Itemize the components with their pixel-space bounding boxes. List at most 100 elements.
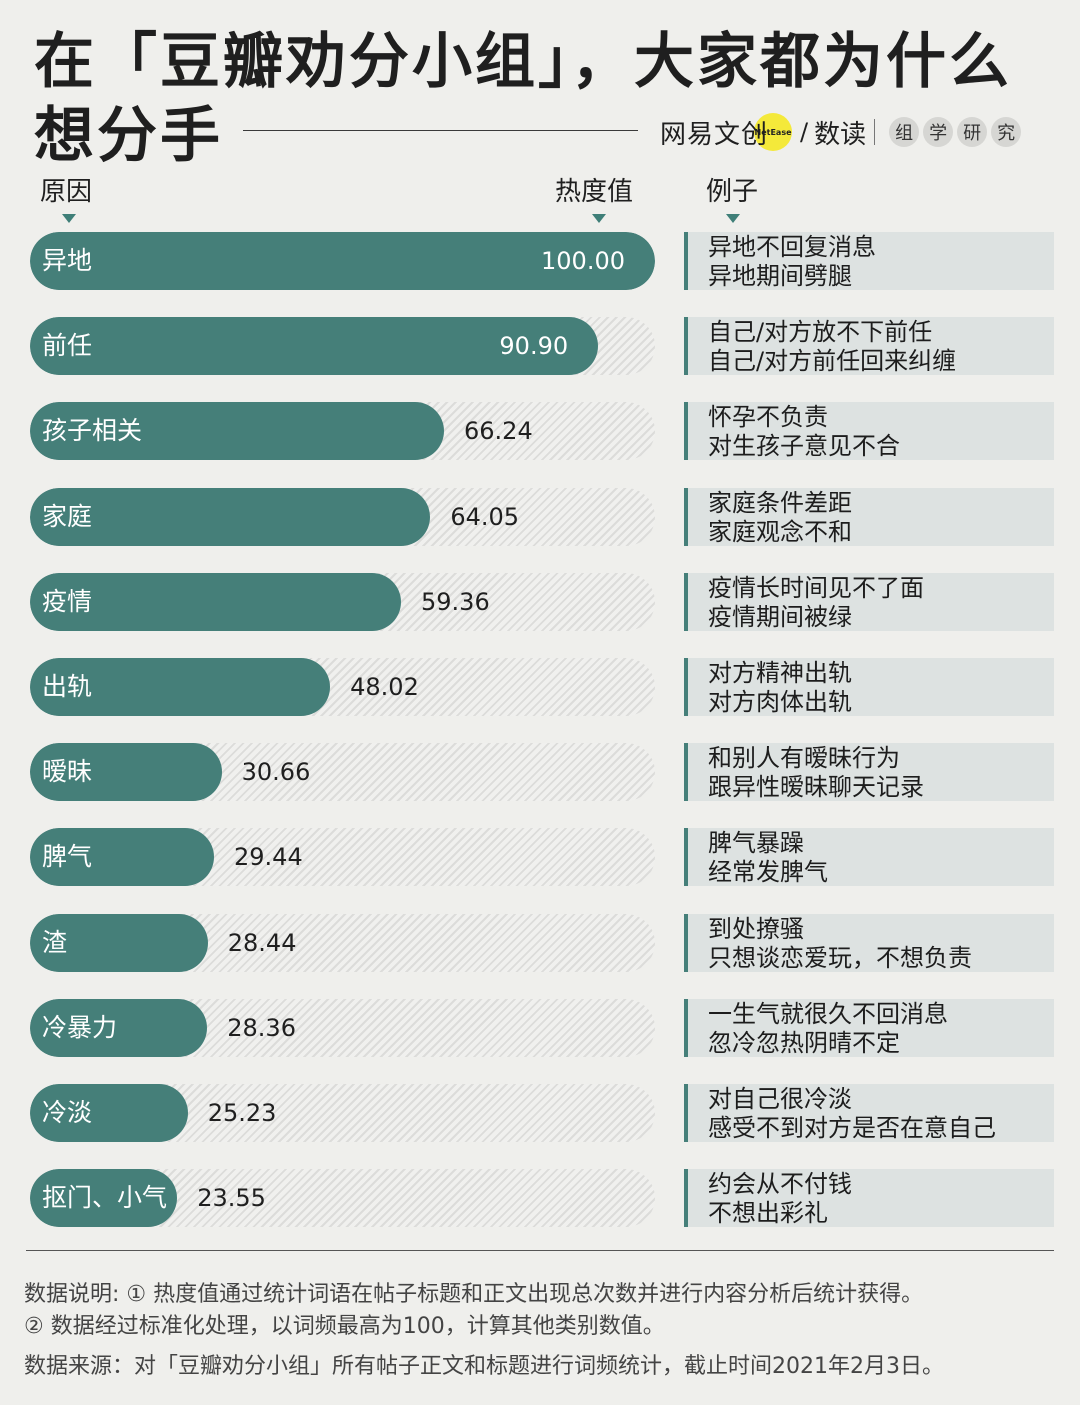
example-line: 忽冷忽热阴晴不定 (708, 1028, 900, 1057)
brand-logo: 网易文创 NetEase / 数读 组 学 研 究 (660, 112, 1022, 152)
example-line: 疫情长时间见不了面 (708, 573, 924, 602)
chart-row: 渣 28.44 到处撩骚 只想谈恋爱玩，不想负责 (0, 913, 1080, 972)
example-box: 疫情长时间见不了面 疫情期间被绿 (684, 572, 1054, 631)
example-box: 怀孕不负责 对生孩子意见不合 (684, 402, 1054, 461)
lab-char-1: 组 (889, 117, 920, 147)
bar-value-label: 64.05 (450, 502, 520, 531)
bar-track (30, 1084, 655, 1142)
bar (30, 1084, 188, 1142)
bar (30, 1169, 178, 1228)
example-line: 对生孩子意见不合 (708, 432, 900, 461)
bar (30, 402, 444, 461)
example-line: 感受不到对方是否在意自己 (708, 1114, 996, 1142)
example-box: 脾气暴躁 经常发脾气 (684, 828, 1054, 887)
example-line: 异地不回复消息 (708, 233, 876, 261)
brand-separator (874, 119, 876, 145)
header-heat: 热度值 (555, 177, 634, 207)
chart-row: 出轨 48.02 对方精神出轨 对方肉体出轨 (0, 658, 1080, 716)
bar (30, 743, 222, 802)
example-line: 不想出彩礼 (708, 1199, 828, 1228)
bar-category-label: 抠门、小气 (42, 1183, 168, 1213)
example-line: 跟异性暧昧聊天记录 (708, 773, 924, 802)
example-line: 自己/对方放不下前任 (708, 318, 933, 347)
header-reason-marker-icon (62, 214, 76, 223)
bar-value-label: 59.36 (421, 587, 490, 616)
bar-category-label: 异地 (42, 246, 93, 275)
example-box: 约会从不付钱 不想出彩礼 (684, 1169, 1054, 1228)
lab-char-4: 究 (991, 117, 1022, 147)
bar-category-label: 家庭 (42, 501, 93, 531)
bar-category-label: 冷淡 (42, 1098, 93, 1127)
bar (30, 317, 599, 376)
example-box: 对自己很冷淡 感受不到对方是否在意自己 (684, 1084, 1054, 1142)
bar-value-label: 28.44 (227, 928, 297, 957)
data-note-1: 数据说明: ① 热度值通过统计词语在帖子标题和正文出现总次数并进行内容分析后统计… (24, 1282, 924, 1307)
chart-row: 抠门、小气 23.55 约会从不付钱 不想出彩礼 (0, 1169, 1080, 1228)
example-line: 对方肉体出轨 (708, 688, 852, 716)
page-title-line-1: 在「豆瓣劝分小组」，大家都为什么 (34, 27, 1012, 97)
title-divider (243, 130, 638, 131)
bar-track (30, 402, 655, 461)
bar-track (30, 658, 655, 716)
chart-row: 孩子相关 66.24 怀孕不负责 对生孩子意见不合 (0, 402, 1080, 461)
example-line: 怀孕不负责 (708, 403, 828, 432)
example-box: 异地不回复消息 异地期间劈腿 (684, 232, 1054, 290)
example-line: 疫情期间被绿 (708, 602, 852, 631)
bar-category-label: 渣 (42, 927, 68, 957)
example-line: 脾气暴躁 (708, 829, 804, 858)
bar-track (30, 572, 655, 631)
chart-row: 家庭 64.05 家庭条件差距 家庭观念不和 (0, 487, 1080, 546)
bar (30, 828, 214, 887)
bar-category-label: 脾气 (42, 842, 93, 872)
bar-value-label: 66.24 (464, 417, 533, 446)
bar-track (30, 1169, 655, 1228)
example-line: 对自己很冷淡 (708, 1085, 852, 1113)
example-box: 一生气就很久不回消息 忽冷忽热阴晴不定 (684, 998, 1054, 1057)
bar-track (30, 998, 655, 1057)
bar-value-label: 23.55 (197, 1184, 266, 1213)
page-title-line-2: 想分手 (34, 101, 223, 171)
bar-value-label: 28.36 (227, 1013, 296, 1042)
bar (30, 913, 208, 972)
example-line: 一生气就很久不回消息 (708, 999, 948, 1028)
example-line: 约会从不付钱 (708, 1170, 852, 1199)
example-line: 家庭观念不和 (708, 517, 852, 546)
example-line: 对方精神出轨 (708, 659, 852, 687)
netease-badge-icon: NetEase (754, 113, 793, 151)
chart-row: 疫情 59.36 疫情长时间见不了面 疫情期间被绿 (0, 572, 1080, 631)
header-example: 例子 (706, 177, 759, 207)
example-line: 到处撩骚 (708, 914, 804, 943)
brand-name-2: 数读 (814, 119, 867, 150)
header-reason: 原因 (40, 177, 93, 207)
example-line: 和别人有暧昧行为 (708, 744, 900, 773)
example-line: 家庭条件差距 (708, 488, 852, 517)
example-line: 异地期间劈腿 (708, 262, 852, 290)
chart-row: 冷淡 25.23 对自己很冷淡 感受不到对方是否在意自己 (0, 1084, 1080, 1142)
chart-row: 异地 100.00 异地不回复消息 异地期间劈腿 (0, 232, 1080, 290)
chart-row: 前任 90.90 自己/对方放不下前任 自己/对方前任回来纠缠 (0, 317, 1080, 376)
bar (30, 487, 431, 546)
example-box: 到处撩骚 只想谈恋爱玩，不想负责 (684, 913, 1054, 972)
bar-category-label: 暧昧 (42, 757, 93, 787)
bar-category-label: 冷暴力 (42, 1012, 118, 1042)
chart-row: 脾气 29.44 脾气暴躁 经常发脾气 (0, 828, 1080, 887)
bar-category-label: 疫情 (42, 586, 93, 616)
bar-track (30, 487, 655, 546)
bar (30, 572, 401, 631)
data-note-2: ② 数据经过标准化处理，以词频最高为100，计算其他类别数值。 (24, 1314, 665, 1339)
bar-track (30, 743, 655, 802)
footer-divider (26, 1250, 1054, 1251)
bar (30, 658, 331, 716)
bar-value-label: 29.44 (234, 843, 303, 872)
bar-value-label: 100.00 (541, 247, 625, 275)
bar-category-label: 前任 (42, 331, 93, 361)
brand-slash: / (800, 118, 809, 146)
data-source-note: 数据来源：对「豆瓣劝分小组」所有帖子正文和标题进行词频统计，截止时间2021年2… (24, 1354, 944, 1379)
example-line: 只想谈恋爱玩，不想负责 (708, 943, 972, 972)
bar (30, 232, 655, 290)
lab-char-2: 学 (923, 117, 954, 147)
bar-value-label: 30.66 (241, 758, 311, 787)
bar-track (30, 232, 655, 290)
header-example-marker-icon (726, 214, 740, 223)
bar-category-label: 出轨 (42, 672, 93, 701)
